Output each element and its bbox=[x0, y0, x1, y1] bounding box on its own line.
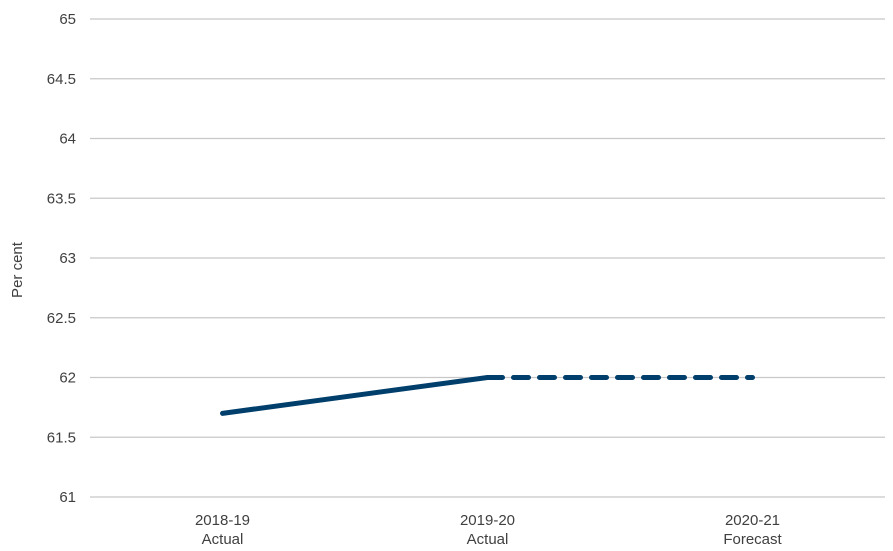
y-tick-label: 61.5 bbox=[47, 429, 76, 446]
y-tick-label: 64.5 bbox=[47, 71, 76, 88]
x-tick-sublabel: Actual bbox=[467, 531, 509, 548]
y-tick-label: 64 bbox=[59, 131, 76, 148]
x-tick-sublabel: Forecast bbox=[723, 531, 782, 548]
y-axis-label: Per cent bbox=[9, 241, 26, 298]
y-tick-label: 63.5 bbox=[47, 190, 76, 207]
x-tick-label: 2018-19 bbox=[195, 512, 250, 529]
x-tick-label: 2019-20 bbox=[460, 512, 515, 529]
y-axis-tick-labels: 61 61.5 62 62.5 63 63.5 64 64.5 65 bbox=[47, 11, 76, 506]
y-tick-label: 62 bbox=[59, 370, 76, 387]
y-tick-label: 61 bbox=[59, 489, 76, 506]
y-tick-label: 63 bbox=[59, 250, 76, 267]
series-lines bbox=[220, 375, 755, 416]
gridlines bbox=[90, 18, 885, 498]
y-tick-label: 65 bbox=[59, 11, 76, 28]
x-tick-sublabel: Actual bbox=[202, 531, 244, 548]
x-axis-tick-labels: 2018-19 Actual 2019-20 Actual 2020-21 Forecas… bbox=[195, 512, 783, 548]
x-tick-label: 2020-21 bbox=[725, 512, 780, 529]
y-tick-label: 62.5 bbox=[47, 310, 76, 327]
actual-series-line bbox=[220, 375, 490, 416]
